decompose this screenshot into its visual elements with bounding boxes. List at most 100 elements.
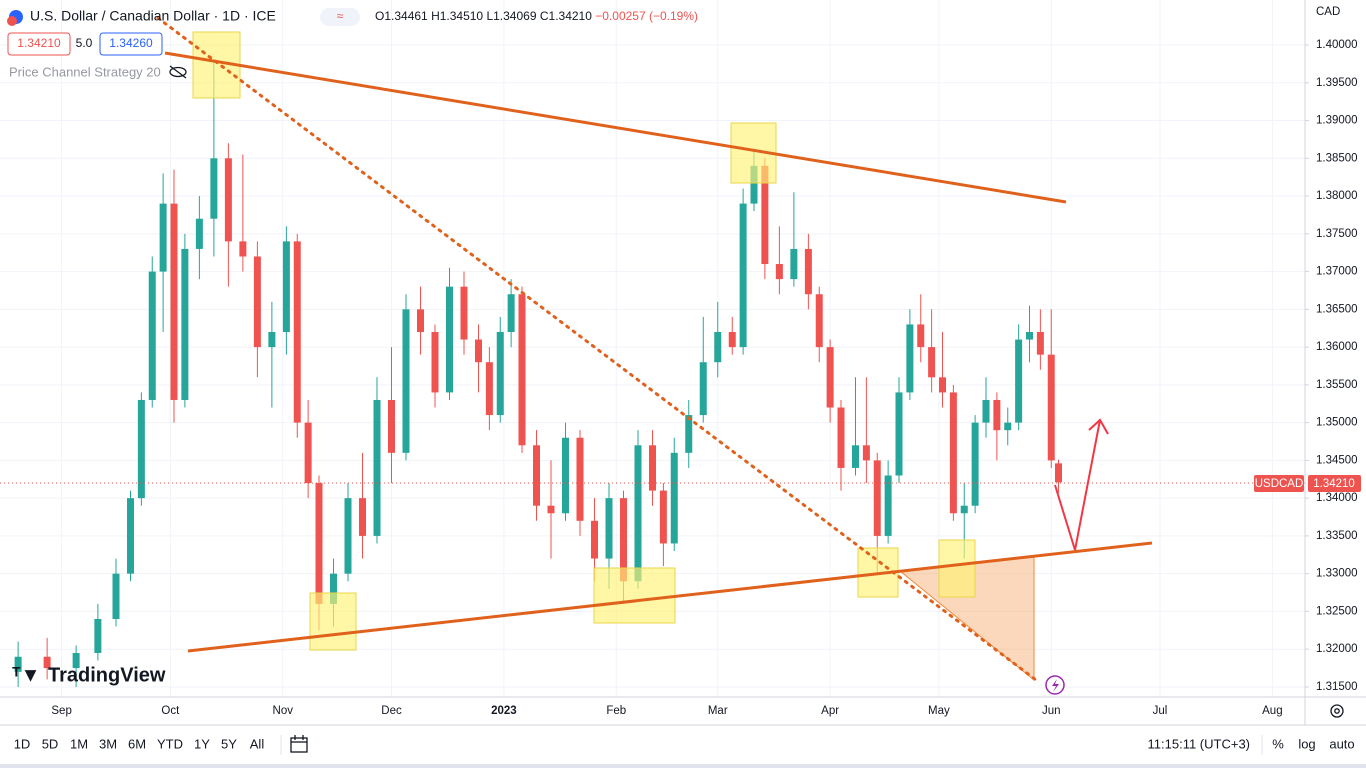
sell-button[interactable] [7,32,71,56]
candle-body [993,399,1001,431]
x-tick-label: Feb [606,705,626,717]
candle-body [634,445,642,582]
arrow-head [1088,418,1109,435]
candle-body [649,445,656,491]
support-line [187,541,1153,653]
range-button[interactable]: 1Y [194,736,210,751]
compare-pill[interactable] [320,8,360,26]
x-tick-label: Jun [1042,705,1061,717]
close: C1.34210 [540,9,592,23]
dotted-trend-line [156,16,1038,682]
currency[interactable]: CAD [1316,6,1340,18]
y-tick-label: 1.36500 [1316,303,1358,315]
candle-body [268,331,276,348]
candle-body [148,271,156,400]
hide-icon[interactable] [169,65,187,79]
range-button[interactable]: All [250,736,265,751]
open: O1.34461 [375,9,428,23]
candle-body [127,498,134,574]
x-tick-label: Jul [1153,705,1168,717]
candle-body [431,331,439,393]
lightning [1052,679,1059,692]
range-button[interactable]: 6M [128,736,146,751]
candle-body [620,498,627,582]
range-button[interactable]: 5D [42,736,59,751]
candle-body [485,362,493,416]
candle-body [591,520,598,559]
y-tick-label: 1.35500 [1316,379,1358,391]
forecast-arrow [1054,419,1101,551]
candle-body [402,309,410,453]
y-tick-label: 1.32500 [1316,605,1358,617]
candle-body [714,331,722,363]
candle-body [761,165,769,265]
candle-body [1047,354,1055,461]
time-axis [0,697,1305,725]
candle-body [685,415,693,453]
candle-body [446,286,453,393]
settings-icon[interactable] [1330,704,1344,718]
candle-body [939,377,946,393]
log-toggle[interactable]: log [1298,736,1315,751]
y-tick-label: 1.39500 [1316,77,1358,89]
y-tick-label: 1.33500 [1316,530,1358,542]
candle-body [293,241,301,423]
candle-body [659,490,667,544]
candle-body [815,294,823,348]
drawings [0,16,1305,695]
y-tick-label: 1.38000 [1316,190,1358,202]
range-button[interactable]: 1M [70,736,88,751]
auto-toggle[interactable]: auto [1329,736,1354,751]
price-tag [1308,475,1361,492]
candle-body [315,483,323,604]
candle-body [304,422,312,484]
candle-body [775,264,783,280]
candle-body [460,286,468,340]
x-tick-label: Nov [273,705,294,717]
candle-body [181,248,189,400]
symbol-title[interactable]: U.S. Dollar / Canadian Dollar · 1D · ICE [30,8,276,24]
candle-body [210,158,218,219]
logo[interactable]: TradingView [48,664,166,686]
candle-body [547,505,555,514]
candle-body [670,452,678,544]
indicator-name[interactable]: Price Channel Strategy 20 [9,64,161,79]
resistance-line [164,51,1067,204]
candle-body [862,445,870,461]
range-button[interactable]: 3M [99,736,117,751]
candle-body [373,399,381,536]
range-button[interactable]: 1D [14,736,31,751]
buy-button[interactable] [99,32,163,56]
y-tick-label: 1.40000 [1316,39,1358,51]
low: L1.34069 [486,9,536,23]
highlight-box [192,31,241,99]
candle-body [1015,339,1023,423]
sell-price: 1.34210 [17,36,61,50]
calendar-icon[interactable] [290,735,308,753]
clock[interactable]: 11:15:11 (UTC+3) [1148,736,1250,751]
candle-body [852,445,859,468]
symbol-tag-text: USDCAD [1255,478,1304,490]
range-button[interactable]: 5Y [221,736,237,751]
range-button[interactable]: YTD [157,736,183,751]
highlight-box [593,567,676,624]
candle-body [507,294,515,332]
candle-body [960,505,968,514]
candle-body [1004,422,1012,431]
spread: 5.0 [76,36,93,50]
x-tick-label: Sep [51,705,71,717]
candle-body [728,331,736,348]
candle-body [496,331,504,416]
percent-toggle[interactable]: % [1272,736,1284,751]
candle-body [137,399,145,499]
candle-body [699,362,707,416]
candles [14,62,1062,687]
logo-mark: ᵀ▼ [12,664,40,686]
candle-body [359,498,366,536]
candle-body [518,294,526,446]
candle-body [1036,331,1044,355]
candle-body [170,203,178,400]
